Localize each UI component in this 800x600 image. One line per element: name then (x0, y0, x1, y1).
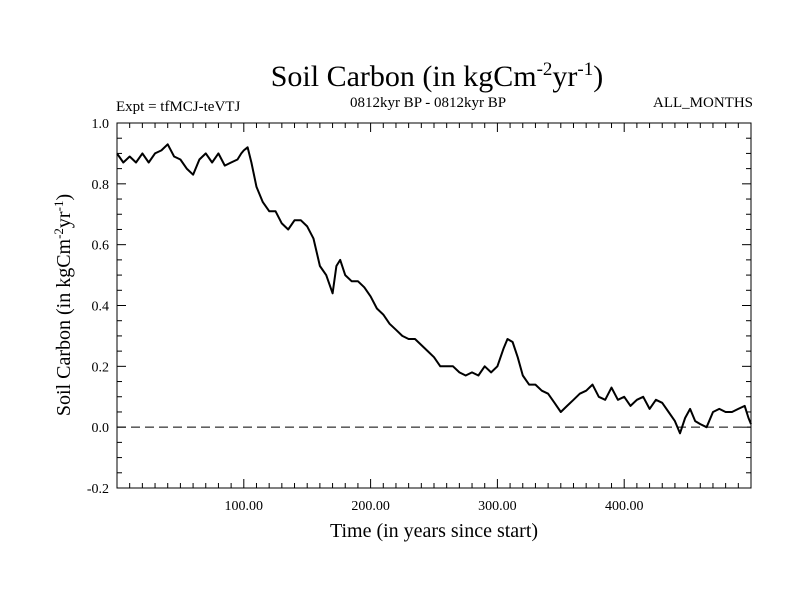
y-axis-label: Soil Carbon (in kgCm-2yr-1) (51, 194, 75, 416)
y-tick-label: 0.4 (92, 300, 110, 315)
x-axis-label: Time (in years since start) (330, 520, 538, 542)
subtitle-experiment: Expt = tfMCJ-teVTJ (116, 99, 240, 115)
y-tick-label: 0.0 (92, 421, 110, 436)
x-tick-label: 200.00 (351, 499, 390, 514)
subtitle-period: 0812kyr BP - 0812kyr BP (350, 95, 506, 111)
x-tick-label: 300.00 (478, 499, 517, 514)
x-tick-label: 400.00 (605, 499, 644, 514)
y-tick-label: -0.2 (87, 482, 109, 497)
x-tick-label: 100.00 (225, 499, 264, 514)
y-tick-label: 0.8 (92, 178, 110, 193)
y-tick-label: 1.0 (92, 117, 110, 132)
chart-title: Soil Carbon (in kgCm-2yr-1) (271, 59, 604, 93)
axis-ticks (117, 123, 751, 488)
axis-tick-labels: 100.00 200.00 300.00 400.00 -0.2 0.0 0.2 0.4 0.6… (87, 117, 644, 514)
plot-frame (116, 122, 752, 489)
series-line-soil-carbon (116, 143, 752, 435)
y-tick-label: 0.6 (92, 239, 110, 254)
y-tick-label: 0.2 (92, 360, 110, 375)
subtitle-months: ALL_MONTHS (653, 95, 753, 111)
